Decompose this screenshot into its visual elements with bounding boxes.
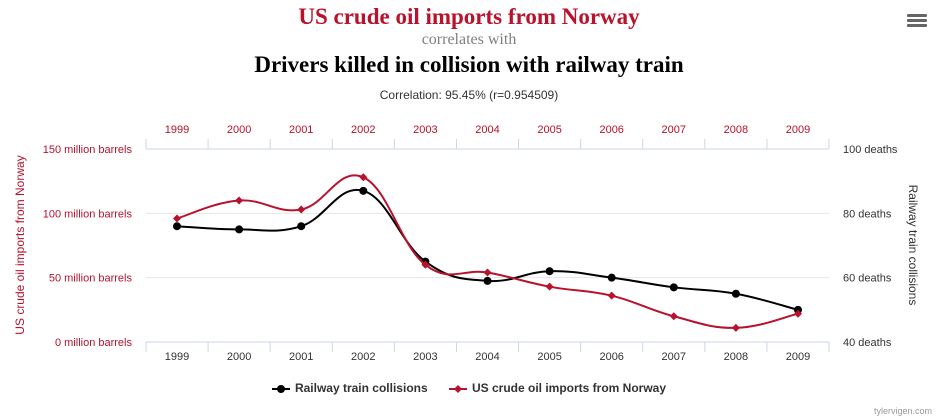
credit-text: tylervigen.com: [873, 406, 932, 416]
right-tick-label: 80 deaths: [843, 208, 892, 220]
data-point-railway: [359, 186, 368, 195]
data-point-railway: [731, 289, 740, 298]
data-point-railway: [483, 276, 492, 285]
x-tick-label-bottom: 2008: [724, 351, 748, 363]
legend-item-railway[interactable]: Railway train collisions: [271, 381, 428, 395]
legend-label-railway: Railway train collisions: [294, 381, 428, 395]
left-axis-title: US crude oil imports from Norway: [13, 155, 27, 334]
x-tick-label-bottom: 2005: [537, 351, 561, 363]
right-tick-label: 40 deaths: [843, 337, 892, 349]
data-point-railway: [173, 222, 181, 231]
x-tick-label-top: 2001: [289, 124, 313, 136]
x-tick-label-bottom: 1999: [165, 351, 189, 363]
data-point-oil: [421, 260, 430, 269]
data-point-oil: [173, 214, 181, 223]
right-axis-title: Railway train collisions: [906, 185, 920, 306]
x-tick-label-bottom: 2000: [227, 351, 251, 363]
x-tick-label-bottom: 2001: [289, 351, 313, 363]
data-point-oil: [483, 268, 492, 277]
data-point-oil: [545, 282, 554, 291]
data-point-oil: [794, 309, 802, 318]
x-tick-label-bottom: 2009: [786, 351, 810, 363]
series-line-oil: [176, 174, 799, 329]
x-tick-label-bottom: 2003: [413, 351, 437, 363]
data-point-railway: [545, 267, 554, 276]
data-point-railway: [235, 225, 244, 234]
x-tick-label-bottom: 2006: [599, 351, 623, 363]
x-tick-label-top: 2002: [351, 124, 375, 136]
data-point-railway: [607, 273, 616, 282]
x-tick-label-top: 2008: [724, 124, 748, 136]
legend-diamond-icon: [449, 384, 467, 393]
x-tick-label-bottom: 2004: [475, 351, 499, 363]
data-point-oil: [669, 312, 678, 321]
chart-title-top: US crude oil imports from Norway: [298, 4, 640, 29]
series-line-railway: [176, 188, 799, 311]
x-tick-label-top: 2003: [413, 124, 437, 136]
data-point-oil: [607, 291, 616, 300]
legend-label-oil: US crude oil imports from Norway: [472, 381, 667, 395]
x-tick-label-bottom: 2007: [662, 351, 686, 363]
legend: Railway train collisions US crude oil im…: [0, 381, 938, 395]
x-tick-label-top: 2007: [662, 124, 686, 136]
left-tick-label: 150 million barrels: [43, 144, 133, 156]
data-point-railway: [669, 283, 678, 292]
chart-title-connector: correlates with: [421, 31, 517, 48]
x-tick-label-top: 2005: [537, 124, 561, 136]
data-point-oil: [235, 196, 244, 205]
data-point-railway: [297, 222, 306, 231]
chart-title-bottom: Drivers killed in collision with railway…: [254, 52, 684, 77]
left-tick-label: 50 million barrels: [49, 273, 133, 285]
x-tick-label-top: 2004: [475, 124, 499, 136]
x-tick-label-top: 2009: [786, 124, 810, 136]
right-tick-label: 100 deaths: [843, 144, 898, 156]
legend-circle-icon: [271, 384, 290, 393]
left-tick-label: 100 million barrels: [43, 208, 133, 220]
hamburger-menu-icon[interactable]: [906, 12, 928, 32]
x-tick-label-top: 2000: [227, 124, 251, 136]
data-point-oil: [359, 173, 368, 182]
x-tick-label-top: 1999: [165, 124, 189, 136]
data-point-oil: [731, 323, 740, 332]
x-tick-label-top: 2006: [599, 124, 623, 136]
right-tick-label: 60 deaths: [843, 273, 892, 285]
x-tick-label-bottom: 2002: [351, 351, 375, 363]
correlation-subtitle: Correlation: 95.45% (r=0.954509): [379, 88, 559, 102]
legend-item-oil[interactable]: US crude oil imports from Norway: [449, 381, 666, 395]
data-point-oil: [297, 205, 306, 214]
left-tick-label: 0 million barrels: [55, 337, 133, 349]
